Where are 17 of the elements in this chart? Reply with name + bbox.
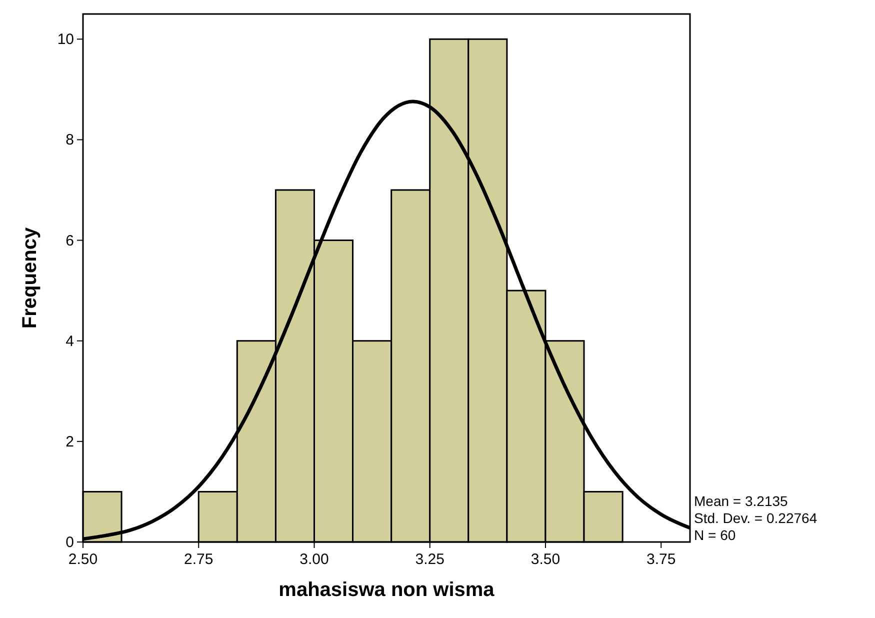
x-tick-label: 2.75 bbox=[184, 551, 214, 568]
y-tick-label: 4 bbox=[66, 332, 74, 350]
y-tick-label: 6 bbox=[66, 232, 74, 250]
x-axis-title: mahasiswa non wisma bbox=[278, 579, 496, 601]
x-tick-label: 3.25 bbox=[415, 551, 444, 568]
text: Mean = 3.2135 bbox=[694, 493, 788, 509]
x-tick-label: 3.75 bbox=[646, 551, 676, 568]
y-axis-title: Frequency bbox=[19, 226, 41, 329]
x-tick-label: 2.50 bbox=[68, 551, 98, 568]
y-tick-label: 8 bbox=[66, 132, 74, 149]
text: Std. Dev. = 0.22764 bbox=[694, 510, 818, 526]
text: N = 60 bbox=[694, 527, 736, 543]
x-tick-label: 3.00 bbox=[300, 551, 329, 568]
x-tick-label: 3.50 bbox=[530, 551, 560, 568]
y-tick-label: 2 bbox=[66, 433, 74, 450]
y-tick-label: 0 bbox=[66, 534, 74, 551]
y-tick-label: 10 bbox=[57, 31, 74, 48]
